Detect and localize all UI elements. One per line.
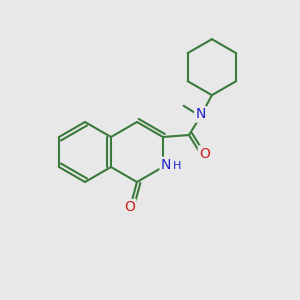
Text: O: O <box>124 200 135 214</box>
Text: H: H <box>173 161 181 171</box>
Text: O: O <box>199 147 210 161</box>
Text: N: N <box>161 158 171 172</box>
Text: N: N <box>195 107 206 121</box>
